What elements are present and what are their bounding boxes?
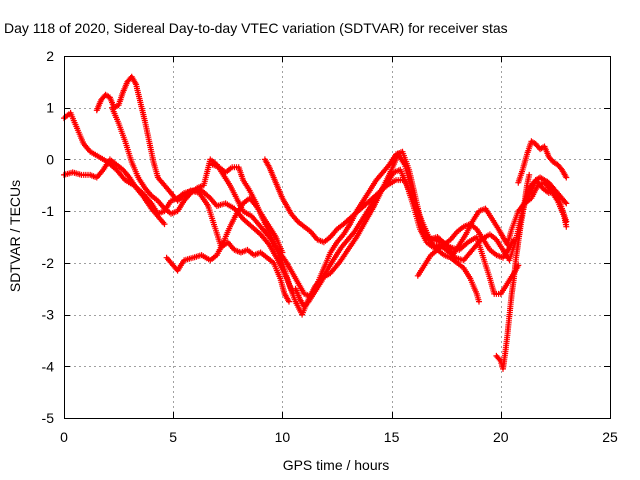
y-tick-label: -1 xyxy=(42,203,55,219)
y-tick-label: -2 xyxy=(42,255,55,271)
series-layer xyxy=(61,73,570,372)
y-tick-label: -4 xyxy=(42,358,55,374)
y-axis-label: SDTVAR / TECUs xyxy=(7,180,23,292)
series-markers xyxy=(519,174,570,225)
y-tick-label: -5 xyxy=(42,410,55,426)
x-axis-label: GPS time / hours xyxy=(283,457,390,473)
series-track-6 xyxy=(209,161,297,297)
y-tick-label: -3 xyxy=(42,307,55,323)
series-track-9 xyxy=(414,221,517,279)
series-markers xyxy=(414,221,517,279)
x-tick-label: 5 xyxy=(169,429,177,445)
series-track-7 xyxy=(261,156,482,305)
series-markers xyxy=(93,73,292,305)
series-track-4 xyxy=(109,104,570,300)
x-tick-label: 0 xyxy=(60,429,68,445)
series-track-3 xyxy=(93,73,292,305)
series-track-12 xyxy=(519,174,570,225)
x-tick-label: 25 xyxy=(602,429,618,445)
series-markers xyxy=(292,166,570,310)
plot-frame xyxy=(64,56,611,419)
x-tick-label: 20 xyxy=(493,429,509,445)
series-markers xyxy=(209,161,297,297)
grid-lines xyxy=(64,56,610,418)
tick-labels: 0 5 10 15 20 25 -5 -4 -3 -2 -1 0 1 2 xyxy=(42,48,618,445)
y-tick-label: 1 xyxy=(46,100,54,116)
x-tick-label: 10 xyxy=(275,429,291,445)
y-tick-label: 0 xyxy=(46,151,54,167)
x-tick-label: 15 xyxy=(384,429,400,445)
y-tick-label: 2 xyxy=(46,48,54,64)
series-track-11 xyxy=(515,138,570,186)
series-markers xyxy=(515,138,570,186)
tick-marks xyxy=(64,56,611,419)
chart-title: Day 118 of 2020, Sidereal Day-to-day VTE… xyxy=(4,20,508,36)
